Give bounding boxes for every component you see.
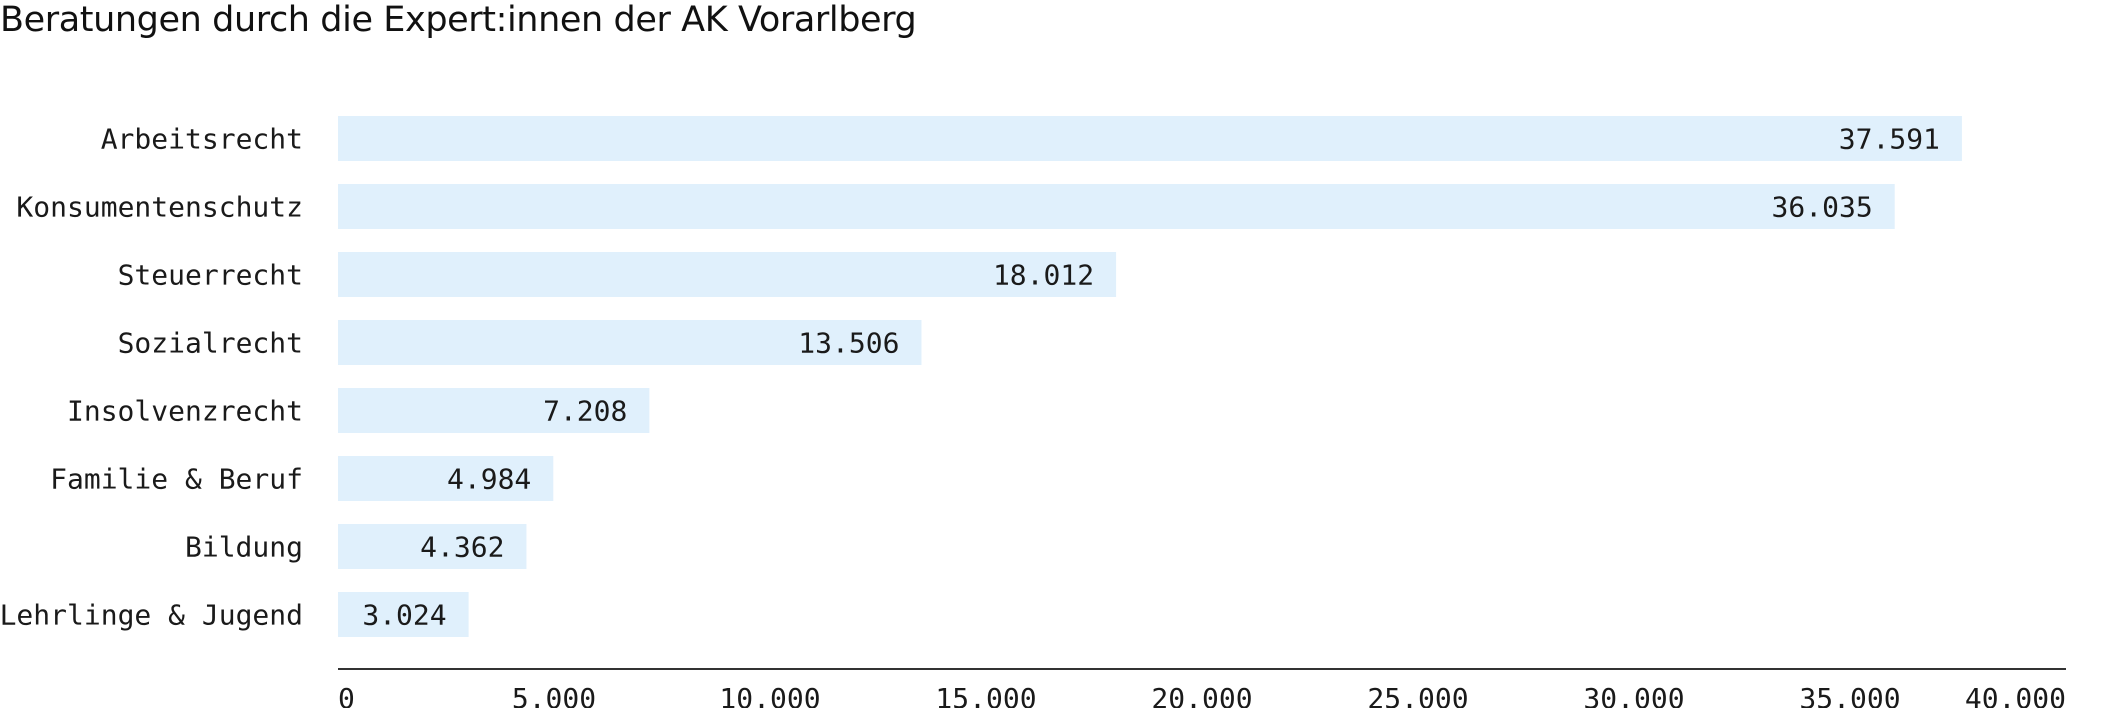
category-label: Steuerrecht (118, 259, 303, 292)
category-label: Konsumentenschutz (16, 191, 303, 224)
value-label: 3.024 (362, 599, 446, 632)
bar (338, 116, 1962, 161)
value-label: 4.984 (447, 463, 531, 496)
x-tick-label: 5.000 (512, 682, 596, 708)
x-tick-label: 0 (338, 682, 355, 708)
chart-title: Beratungen durch die Expert:innen der AK… (0, 0, 917, 40)
category-label: Lehrlinge & Jugend (0, 599, 303, 632)
category-label: Insolvenzrecht (67, 395, 303, 428)
value-label: 4.362 (420, 531, 504, 564)
x-tick-label: 25.000 (1367, 682, 1468, 708)
bars-group (338, 116, 1962, 637)
value-labels-group: 37.591 36.035 18.012 13.506 7.208 4.984 4.362 3… (362, 123, 1940, 632)
x-tick-label: 30.000 (1583, 682, 1684, 708)
x-tick-label: 20.000 (1151, 682, 1252, 708)
category-labels-group: Arbeitsrecht Konsumentenschutz Steuerrecht… (0, 123, 303, 632)
bar (338, 524, 527, 569)
category-label: Familie & Beruf (50, 463, 303, 496)
category-label: Arbeitsrecht (101, 123, 303, 156)
category-label: Sozialrecht (118, 327, 303, 360)
x-tick-labels-group: 0 5.000 10.000 15.000 20.000 25.000 30.000 35.0… (338, 682, 2066, 708)
bar (338, 320, 922, 365)
bar (338, 252, 1117, 297)
value-label: 13.506 (798, 327, 899, 360)
value-label: 18.012 (993, 259, 1094, 292)
x-tick-label: 40.000 (1965, 682, 2066, 708)
value-label: 7.208 (543, 395, 627, 428)
value-label: 37.591 (1839, 123, 1940, 156)
bar (338, 592, 469, 637)
bar (338, 388, 650, 433)
x-tick-label: 10.000 (719, 682, 820, 708)
x-tick-label: 35.000 (1799, 682, 1900, 708)
value-label: 36.035 (1772, 191, 1873, 224)
bar (338, 184, 1895, 229)
bar (338, 456, 554, 501)
x-tick-label: 15.000 (935, 682, 1036, 708)
category-label: Bildung (185, 531, 303, 564)
